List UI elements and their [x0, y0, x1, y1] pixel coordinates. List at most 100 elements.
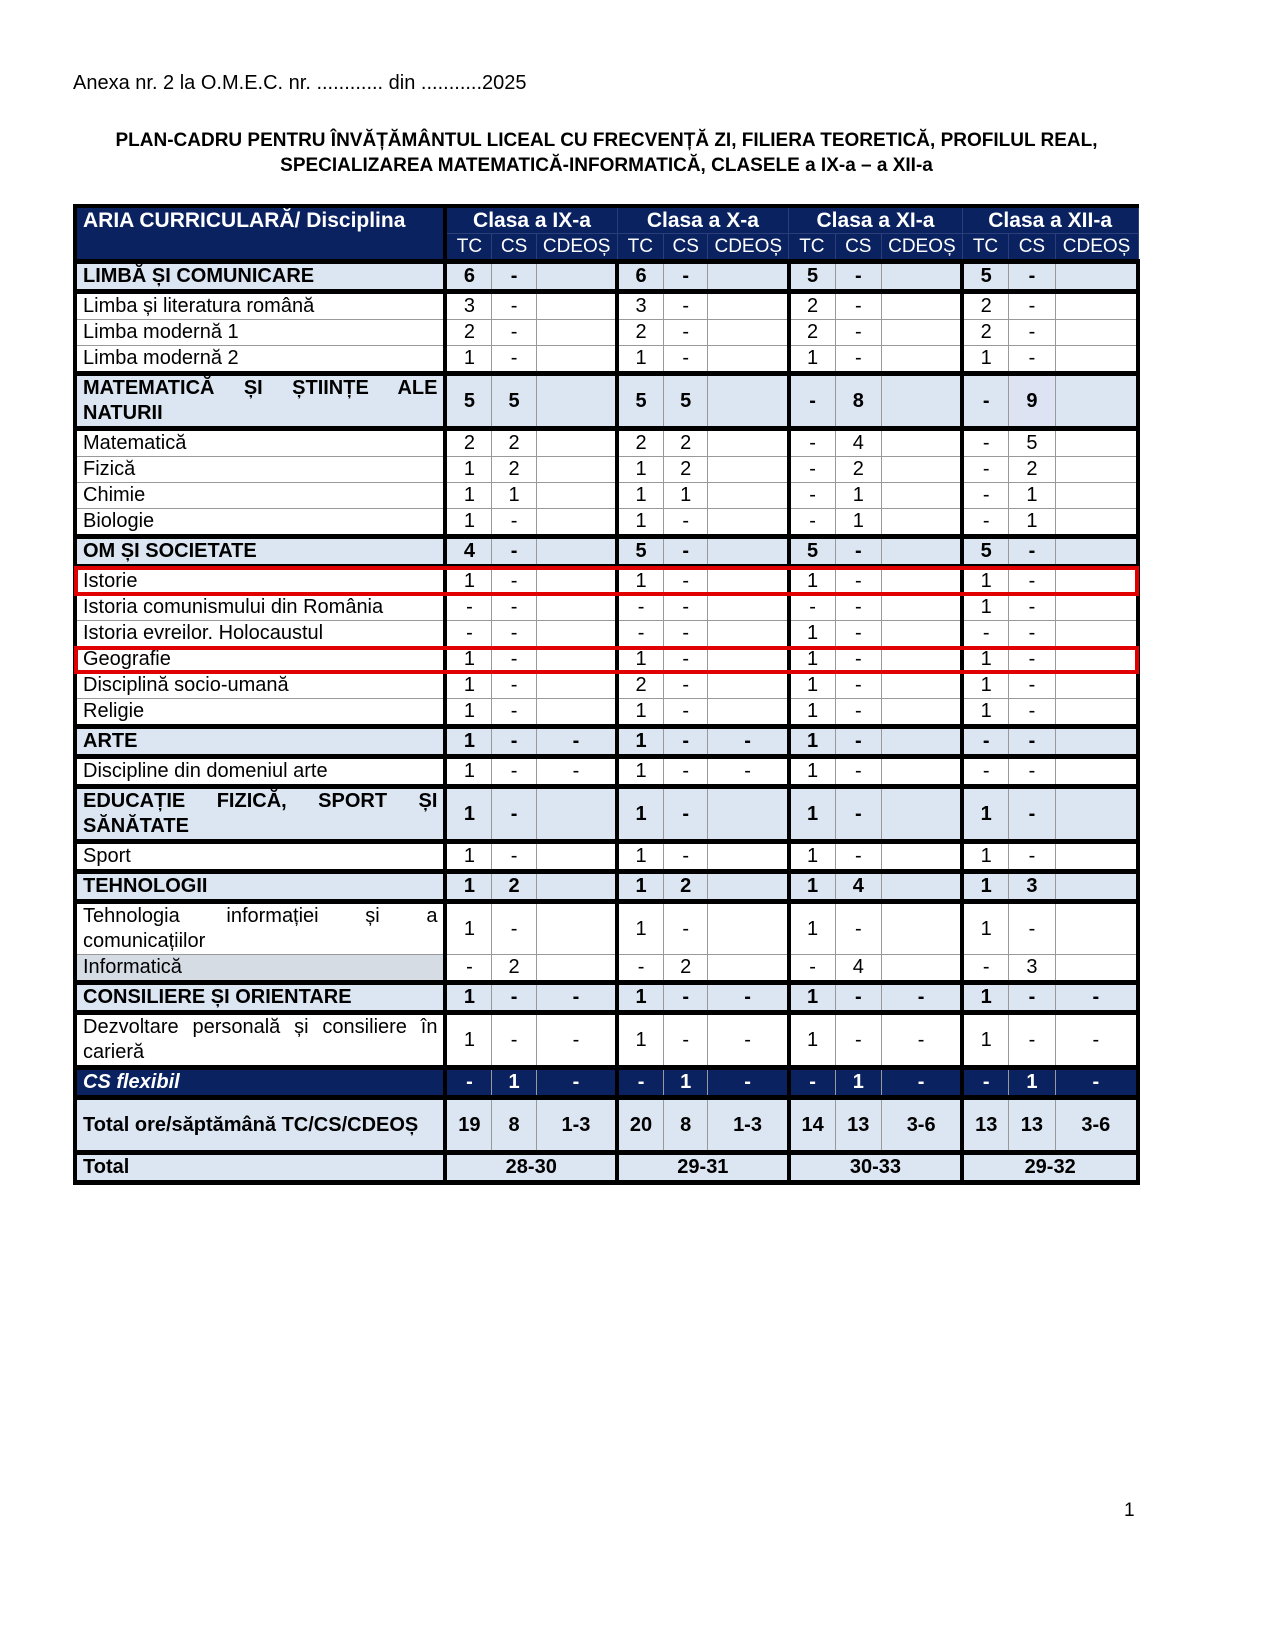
hours-cell: -	[662, 672, 709, 699]
hours-cell: -	[491, 319, 537, 346]
row-label: TEHNOLOGII	[72, 869, 448, 904]
subject-row: Sport 1-1-1-1-	[72, 841, 1140, 872]
header-subcol-tc: TC	[961, 233, 1010, 264]
hours-cell	[707, 646, 790, 673]
hours-cell: 13	[834, 1095, 883, 1155]
weekly-total-row: Total ore/săptămână TC/CS/CDEOȘ 19 8 1-3 20 8…	[72, 1095, 1140, 1155]
hours-cell	[1054, 724, 1140, 759]
hours-cell: -	[1008, 672, 1056, 699]
hours-cell: -	[834, 784, 883, 844]
hours-cell: 1	[615, 724, 664, 759]
hours-cell: -	[491, 901, 537, 955]
hours-cell: -	[443, 954, 493, 983]
hours-cell	[707, 259, 790, 294]
hours-cell	[1054, 534, 1140, 569]
hours-cell: -	[1054, 1012, 1140, 1068]
hours-cell: -	[491, 784, 537, 844]
hours-cell: 1	[443, 646, 493, 673]
grand-total-cell: 29-31	[615, 1150, 790, 1185]
subject-row: Religie 1-1-1-1-	[72, 698, 1140, 727]
hours-cell: 1	[786, 869, 836, 904]
hours-cell: -	[960, 954, 1010, 983]
hours-cell: -	[662, 594, 709, 621]
hours-cell: -	[834, 566, 883, 595]
hours-cell	[881, 291, 963, 320]
hours-cell	[535, 482, 618, 509]
hours-cell: -	[834, 672, 883, 699]
hours-cell	[535, 954, 618, 983]
hours-cell: 1	[1008, 508, 1056, 537]
hours-cell: -	[535, 980, 618, 1015]
hours-cell	[881, 954, 963, 983]
hours-cell: -	[535, 1065, 618, 1100]
hours-cell: 1	[1008, 482, 1056, 509]
hours-cell	[535, 508, 618, 537]
hours-cell	[1054, 594, 1140, 621]
subject-row: Informatică -2-2-4-3	[72, 954, 1140, 983]
hours-cell: -	[491, 672, 537, 699]
hours-cell: 6	[615, 259, 664, 294]
hours-cell: 1	[960, 841, 1010, 872]
hours-cell: -	[662, 784, 709, 844]
hours-cell: 8	[834, 371, 883, 431]
header-subcol-cs: CS	[491, 233, 537, 264]
hours-cell: 9	[1008, 371, 1056, 431]
hours-cell: 1	[615, 482, 664, 509]
category-row: LIMBĂ ȘI COMUNICARE 6-6-5-5-	[72, 259, 1140, 294]
hours-cell	[881, 724, 963, 759]
hours-cell	[1054, 646, 1140, 673]
hours-cell	[881, 428, 963, 457]
hours-cell: 5	[960, 259, 1010, 294]
hours-cell: 1	[960, 646, 1010, 673]
hours-cell: -	[1008, 620, 1056, 647]
hours-cell: -	[662, 508, 709, 537]
hours-cell: 4	[834, 954, 883, 983]
hours-cell: -	[707, 1065, 790, 1100]
row-label: Chimie	[72, 482, 448, 509]
hours-cell	[707, 954, 790, 983]
hours-cell: -	[960, 456, 1010, 483]
hours-cell: -	[834, 901, 883, 955]
hours-cell	[535, 672, 618, 699]
subject-row: Limba și literatura română 3-3-2-2-	[72, 291, 1140, 320]
hours-cell: 8	[491, 1095, 537, 1155]
hours-cell: -	[960, 428, 1010, 457]
hours-cell	[881, 594, 963, 621]
hours-cell	[535, 594, 618, 621]
hours-cell: -	[786, 1065, 836, 1100]
hours-cell	[1054, 841, 1140, 872]
hours-cell: 1	[786, 784, 836, 844]
hours-cell: 1	[443, 482, 493, 509]
hours-cell: -	[662, 259, 709, 294]
hours-cell: -	[1008, 291, 1056, 320]
hours-cell: -	[1008, 534, 1056, 569]
subject-row: Matematică 2 2 2 2-4-5	[72, 428, 1140, 457]
hours-cell: 2	[615, 428, 664, 457]
row-label: Istoria evreilor. Holocaustul	[72, 620, 448, 647]
hours-cell: 1	[443, 698, 493, 727]
hours-cell: -	[443, 620, 493, 647]
hours-cell: 1	[786, 901, 836, 955]
category-row: OM ȘI SOCIETATE 4-5-5-5-	[72, 534, 1140, 569]
hours-cell: -	[834, 345, 883, 374]
hours-cell: 1	[443, 901, 493, 955]
hours-cell: -	[491, 1012, 537, 1068]
hours-cell	[707, 566, 790, 595]
hours-cell: -	[1008, 784, 1056, 844]
hours-cell: 1	[960, 672, 1010, 699]
subject-row: Biologie 1-1- -1-1	[72, 508, 1140, 537]
hours-cell: -	[960, 620, 1010, 647]
hours-cell: 6	[443, 259, 493, 294]
row-label: Tehnologia informației și a comunicațiil…	[72, 901, 448, 955]
hours-cell	[535, 534, 618, 569]
hours-cell: -	[491, 534, 537, 569]
hours-cell	[881, 456, 963, 483]
hours-cell: 1	[615, 784, 664, 844]
hours-cell: 2	[662, 456, 709, 483]
hours-cell: -	[834, 319, 883, 346]
hours-cell	[881, 566, 963, 595]
hours-cell: -	[662, 291, 709, 320]
header-subcol-cs: CS	[1008, 233, 1056, 264]
hours-cell: 1	[786, 980, 836, 1015]
